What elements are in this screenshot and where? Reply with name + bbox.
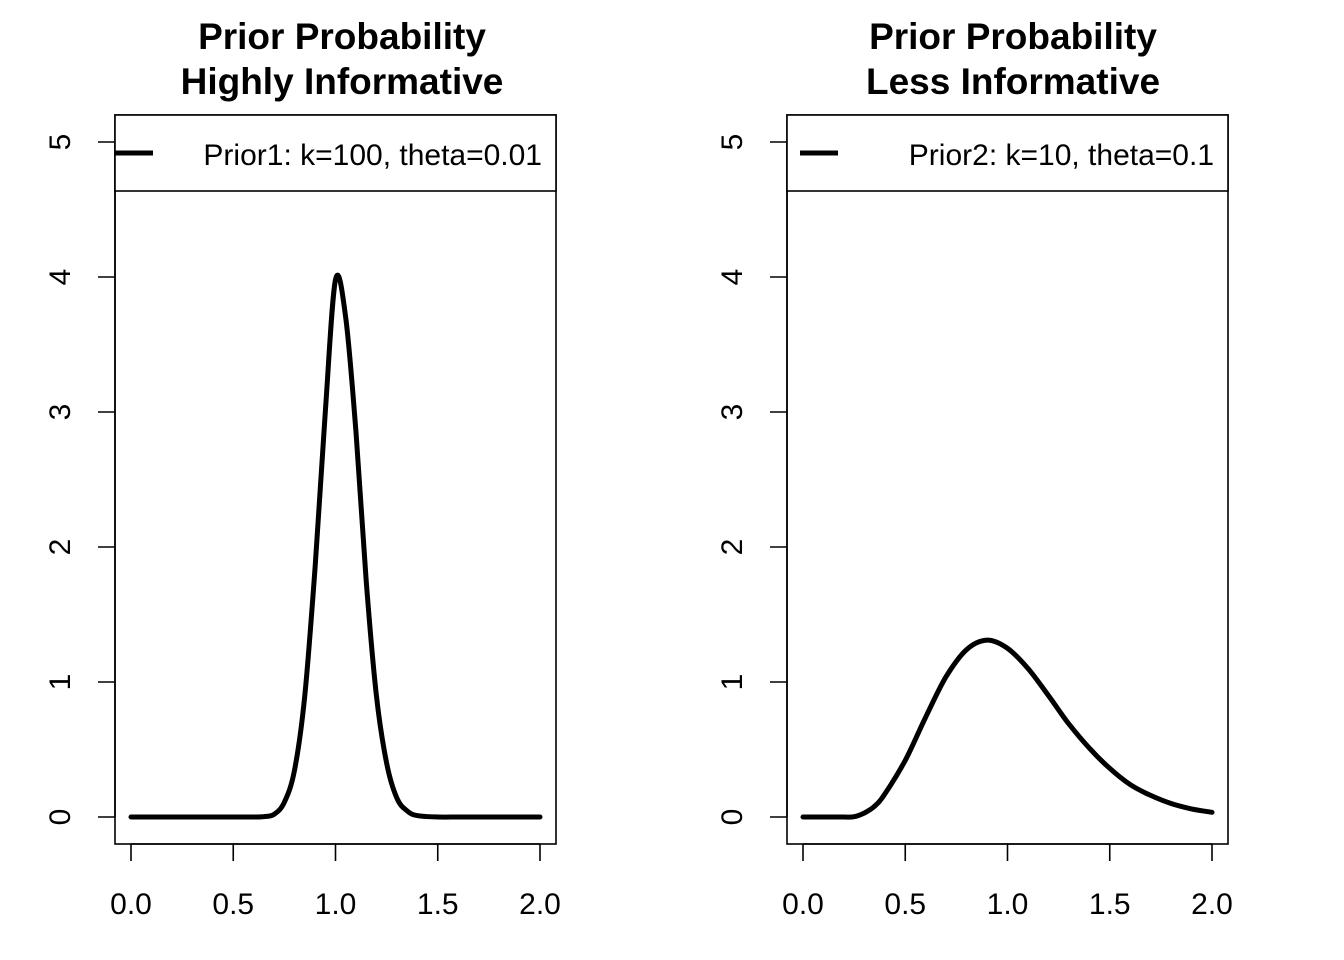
y-tick-label: 2 [716, 539, 749, 556]
plot-frame [786, 114, 1229, 845]
chart-title-line1: Prior Probability [869, 16, 1157, 57]
x-tick-label: 1.0 [987, 888, 1029, 921]
y-tick-label: 0 [716, 809, 749, 826]
chart-title-line2: Highly Informative [181, 61, 504, 102]
legend-label: Prior2: k=10, theta=0.1 [909, 139, 1214, 172]
x-tick-label: 0.0 [110, 888, 152, 921]
x-tick-label: 2.0 [1191, 888, 1233, 921]
y-tick-label: 1 [44, 674, 77, 691]
chart-title-line1: Prior Probability [198, 16, 486, 57]
y-tick-label: 3 [716, 404, 749, 421]
x-tick-label: 0.5 [884, 888, 926, 921]
x-tick-label: 1.5 [1089, 888, 1131, 921]
legend-box [114, 114, 557, 192]
x-tick-label: 0.5 [212, 888, 254, 921]
y-tick-label: 4 [716, 269, 749, 286]
plot-frame [114, 114, 557, 845]
x-tick-label: 1.5 [417, 888, 459, 921]
legend-box [786, 114, 1229, 192]
y-tick-label: 1 [716, 674, 749, 691]
y-tick-label: 5 [716, 134, 749, 151]
y-tick-label: 5 [44, 134, 77, 151]
y-tick-label: 2 [44, 539, 77, 556]
y-tick-label: 4 [44, 269, 77, 286]
y-tick-label: 3 [44, 404, 77, 421]
chart-title-line2: Less Informative [866, 61, 1160, 102]
y-tick-label: 0 [44, 809, 77, 826]
x-tick-label: 1.0 [315, 888, 357, 921]
series-line [128, 272, 543, 820]
legend-label: Prior1: k=100, theta=0.01 [203, 139, 542, 172]
x-tick-label: 2.0 [519, 888, 561, 921]
x-tick-label: 0.0 [782, 888, 824, 921]
series-line [800, 637, 1215, 820]
